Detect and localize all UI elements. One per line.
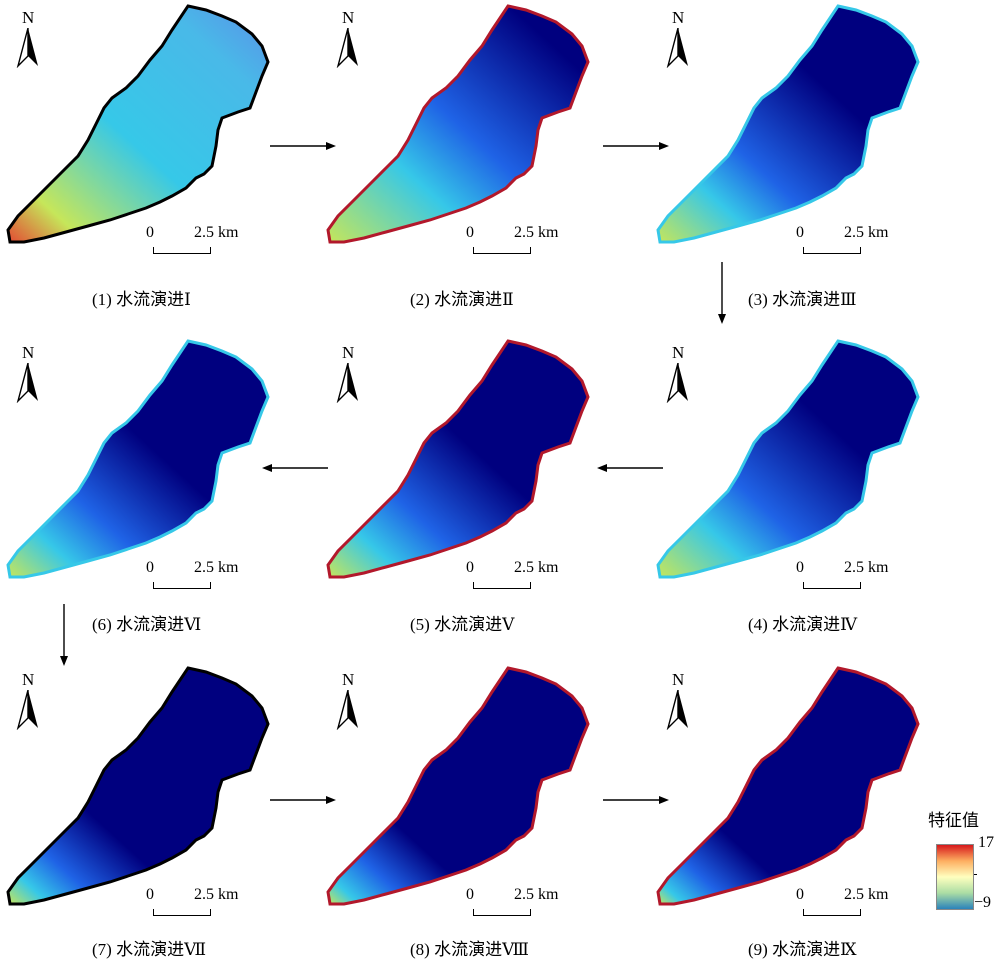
- scale-distance-label: 2.5 km: [844, 886, 889, 903]
- basin-shape: [6, 339, 270, 579]
- basin-map-4: [656, 339, 920, 579]
- north-label: N: [22, 343, 35, 362]
- scale-distance-label: 2.5 km: [514, 886, 559, 903]
- north-label: N: [22, 8, 35, 27]
- map-panel-3: N 0 2.5 km: [650, 0, 940, 254]
- scale-distance-label: 2.5 km: [514, 559, 559, 576]
- scale-zero-label: 0: [466, 559, 474, 576]
- scale-bar: 0 2.5 km: [452, 549, 572, 589]
- legend-max-label: 17: [978, 834, 994, 851]
- basin-shape: [326, 666, 590, 906]
- caption-4: (4) 水流演进Ⅳ: [748, 615, 858, 634]
- scale-bar: 0 2.5 km: [452, 214, 572, 254]
- scale-distance-label: 2.5 km: [194, 224, 239, 241]
- map-panel-9: N 0 2.5 km: [650, 662, 940, 916]
- north-label: N: [672, 670, 685, 689]
- flow-arrow-icon: [718, 262, 726, 324]
- caption-2: (2) 水流演进Ⅱ: [410, 290, 514, 309]
- north-arrow-icon: N: [334, 8, 364, 70]
- north-label: N: [22, 670, 35, 689]
- legend-min-label: −9: [974, 894, 992, 911]
- basin-shape: [656, 4, 920, 244]
- scale-zero-label: 0: [466, 224, 474, 241]
- legend-color-ramp: [936, 844, 974, 910]
- north-label: N: [672, 8, 685, 27]
- caption-1: (1) 水流演进Ⅰ: [92, 290, 191, 309]
- map-panel-7: N 0 2.5 km: [0, 662, 290, 916]
- flow-arrow-icon: [270, 142, 336, 150]
- north-label: N: [672, 343, 685, 362]
- basin-shape: [656, 666, 920, 906]
- map-panel-4: N 0 2.5 km: [650, 335, 940, 589]
- north-arrow-icon: N: [334, 343, 364, 405]
- north-arrow-icon: N: [334, 670, 364, 732]
- scale-zero-label: 0: [146, 559, 154, 576]
- flow-arrow-icon: [603, 796, 669, 804]
- north-arrow-icon: N: [664, 670, 694, 732]
- north-label: N: [342, 343, 355, 362]
- north-arrow-icon: N: [664, 8, 694, 70]
- basin-map-7: [6, 666, 270, 906]
- scale-zero-label: 0: [796, 559, 804, 576]
- basin-shape: [6, 4, 270, 244]
- basin-map-2: [326, 4, 590, 244]
- scale-bar: 0 2.5 km: [132, 214, 252, 254]
- scale-bar: 0 2.5 km: [132, 549, 252, 589]
- caption-7: (7) 水流演进Ⅶ: [92, 940, 207, 959]
- scale-zero-label: 0: [146, 886, 154, 903]
- scale-distance-label: 2.5 km: [844, 224, 889, 241]
- north-arrow-icon: N: [14, 343, 44, 405]
- scale-zero-label: 0: [796, 886, 804, 903]
- scale-bar: 0 2.5 km: [132, 876, 252, 916]
- basin-shape: [656, 339, 920, 579]
- north-arrow-icon: N: [14, 670, 44, 732]
- scale-bar: 0 2.5 km: [782, 214, 902, 254]
- legend-title: 特征值: [928, 811, 979, 830]
- flow-arrow-icon: [270, 796, 336, 804]
- flow-arrow-icon: [262, 464, 328, 472]
- caption-5: (5) 水流演进Ⅴ: [410, 615, 515, 634]
- basin-map-9: [656, 666, 920, 906]
- scale-bar: 0 2.5 km: [452, 876, 572, 916]
- north-arrow-icon: N: [14, 8, 44, 70]
- flow-arrow-icon: [597, 464, 663, 472]
- north-label: N: [342, 670, 355, 689]
- caption-3: (3) 水流演进Ⅲ: [748, 290, 857, 309]
- basin-map-3: [656, 4, 920, 244]
- caption-9: (9) 水流演进Ⅸ: [748, 940, 857, 959]
- basin-map-1: [6, 4, 270, 244]
- scale-distance-label: 2.5 km: [194, 559, 239, 576]
- scale-distance-label: 2.5 km: [844, 559, 889, 576]
- north-label: N: [342, 8, 355, 27]
- basin-map-6: [6, 339, 270, 579]
- basin-map-8: [326, 666, 590, 906]
- caption-8: (8) 水流演进Ⅷ: [410, 940, 529, 959]
- scale-distance-label: 2.5 km: [514, 224, 559, 241]
- basin-shape: [326, 339, 590, 579]
- flow-arrow-icon: [60, 604, 68, 666]
- map-panel-5: N 0 2.5 km: [320, 335, 610, 589]
- basin-shape: [6, 666, 270, 906]
- scale-bar: 0 2.5 km: [782, 549, 902, 589]
- map-panel-6: N 0 2.5 km: [0, 335, 290, 589]
- flow-arrow-icon: [603, 142, 669, 150]
- scale-zero-label: 0: [796, 224, 804, 241]
- scale-zero-label: 0: [466, 886, 474, 903]
- basin-shape: [326, 4, 590, 244]
- scale-bar: 0 2.5 km: [782, 876, 902, 916]
- basin-map-5: [326, 339, 590, 579]
- scale-distance-label: 2.5 km: [194, 886, 239, 903]
- scale-zero-label: 0: [146, 224, 154, 241]
- caption-6: (6) 水流演进Ⅵ: [92, 615, 202, 634]
- map-panel-8: N 0 2.5 km: [320, 662, 610, 916]
- map-panel-1: N 0 2.5 km: [0, 0, 290, 254]
- map-panel-2: N 0 2.5 km: [320, 0, 610, 254]
- north-arrow-icon: N: [664, 343, 694, 405]
- color-legend: 特征值 17 −9: [928, 806, 1000, 916]
